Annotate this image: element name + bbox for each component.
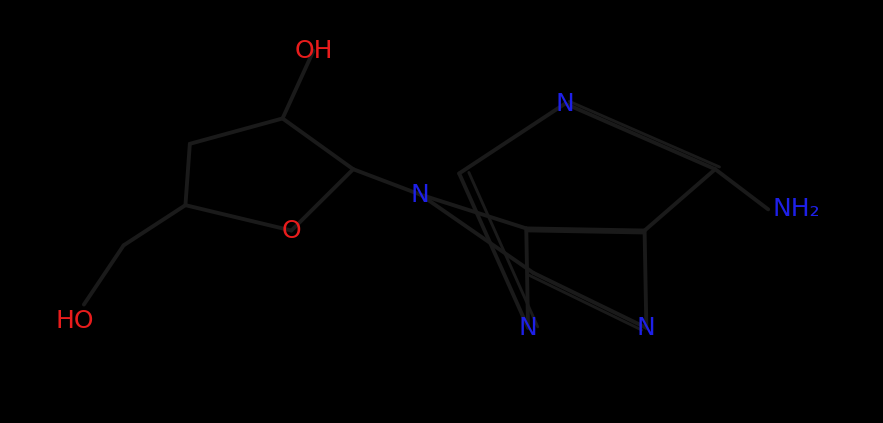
Text: N: N xyxy=(637,316,656,340)
Text: N: N xyxy=(555,92,575,115)
Text: HO: HO xyxy=(56,310,94,333)
Text: N: N xyxy=(411,183,430,206)
Text: NH₂: NH₂ xyxy=(773,198,820,221)
Text: N: N xyxy=(518,316,538,340)
Text: OH: OH xyxy=(294,39,333,63)
Text: O: O xyxy=(282,219,301,242)
